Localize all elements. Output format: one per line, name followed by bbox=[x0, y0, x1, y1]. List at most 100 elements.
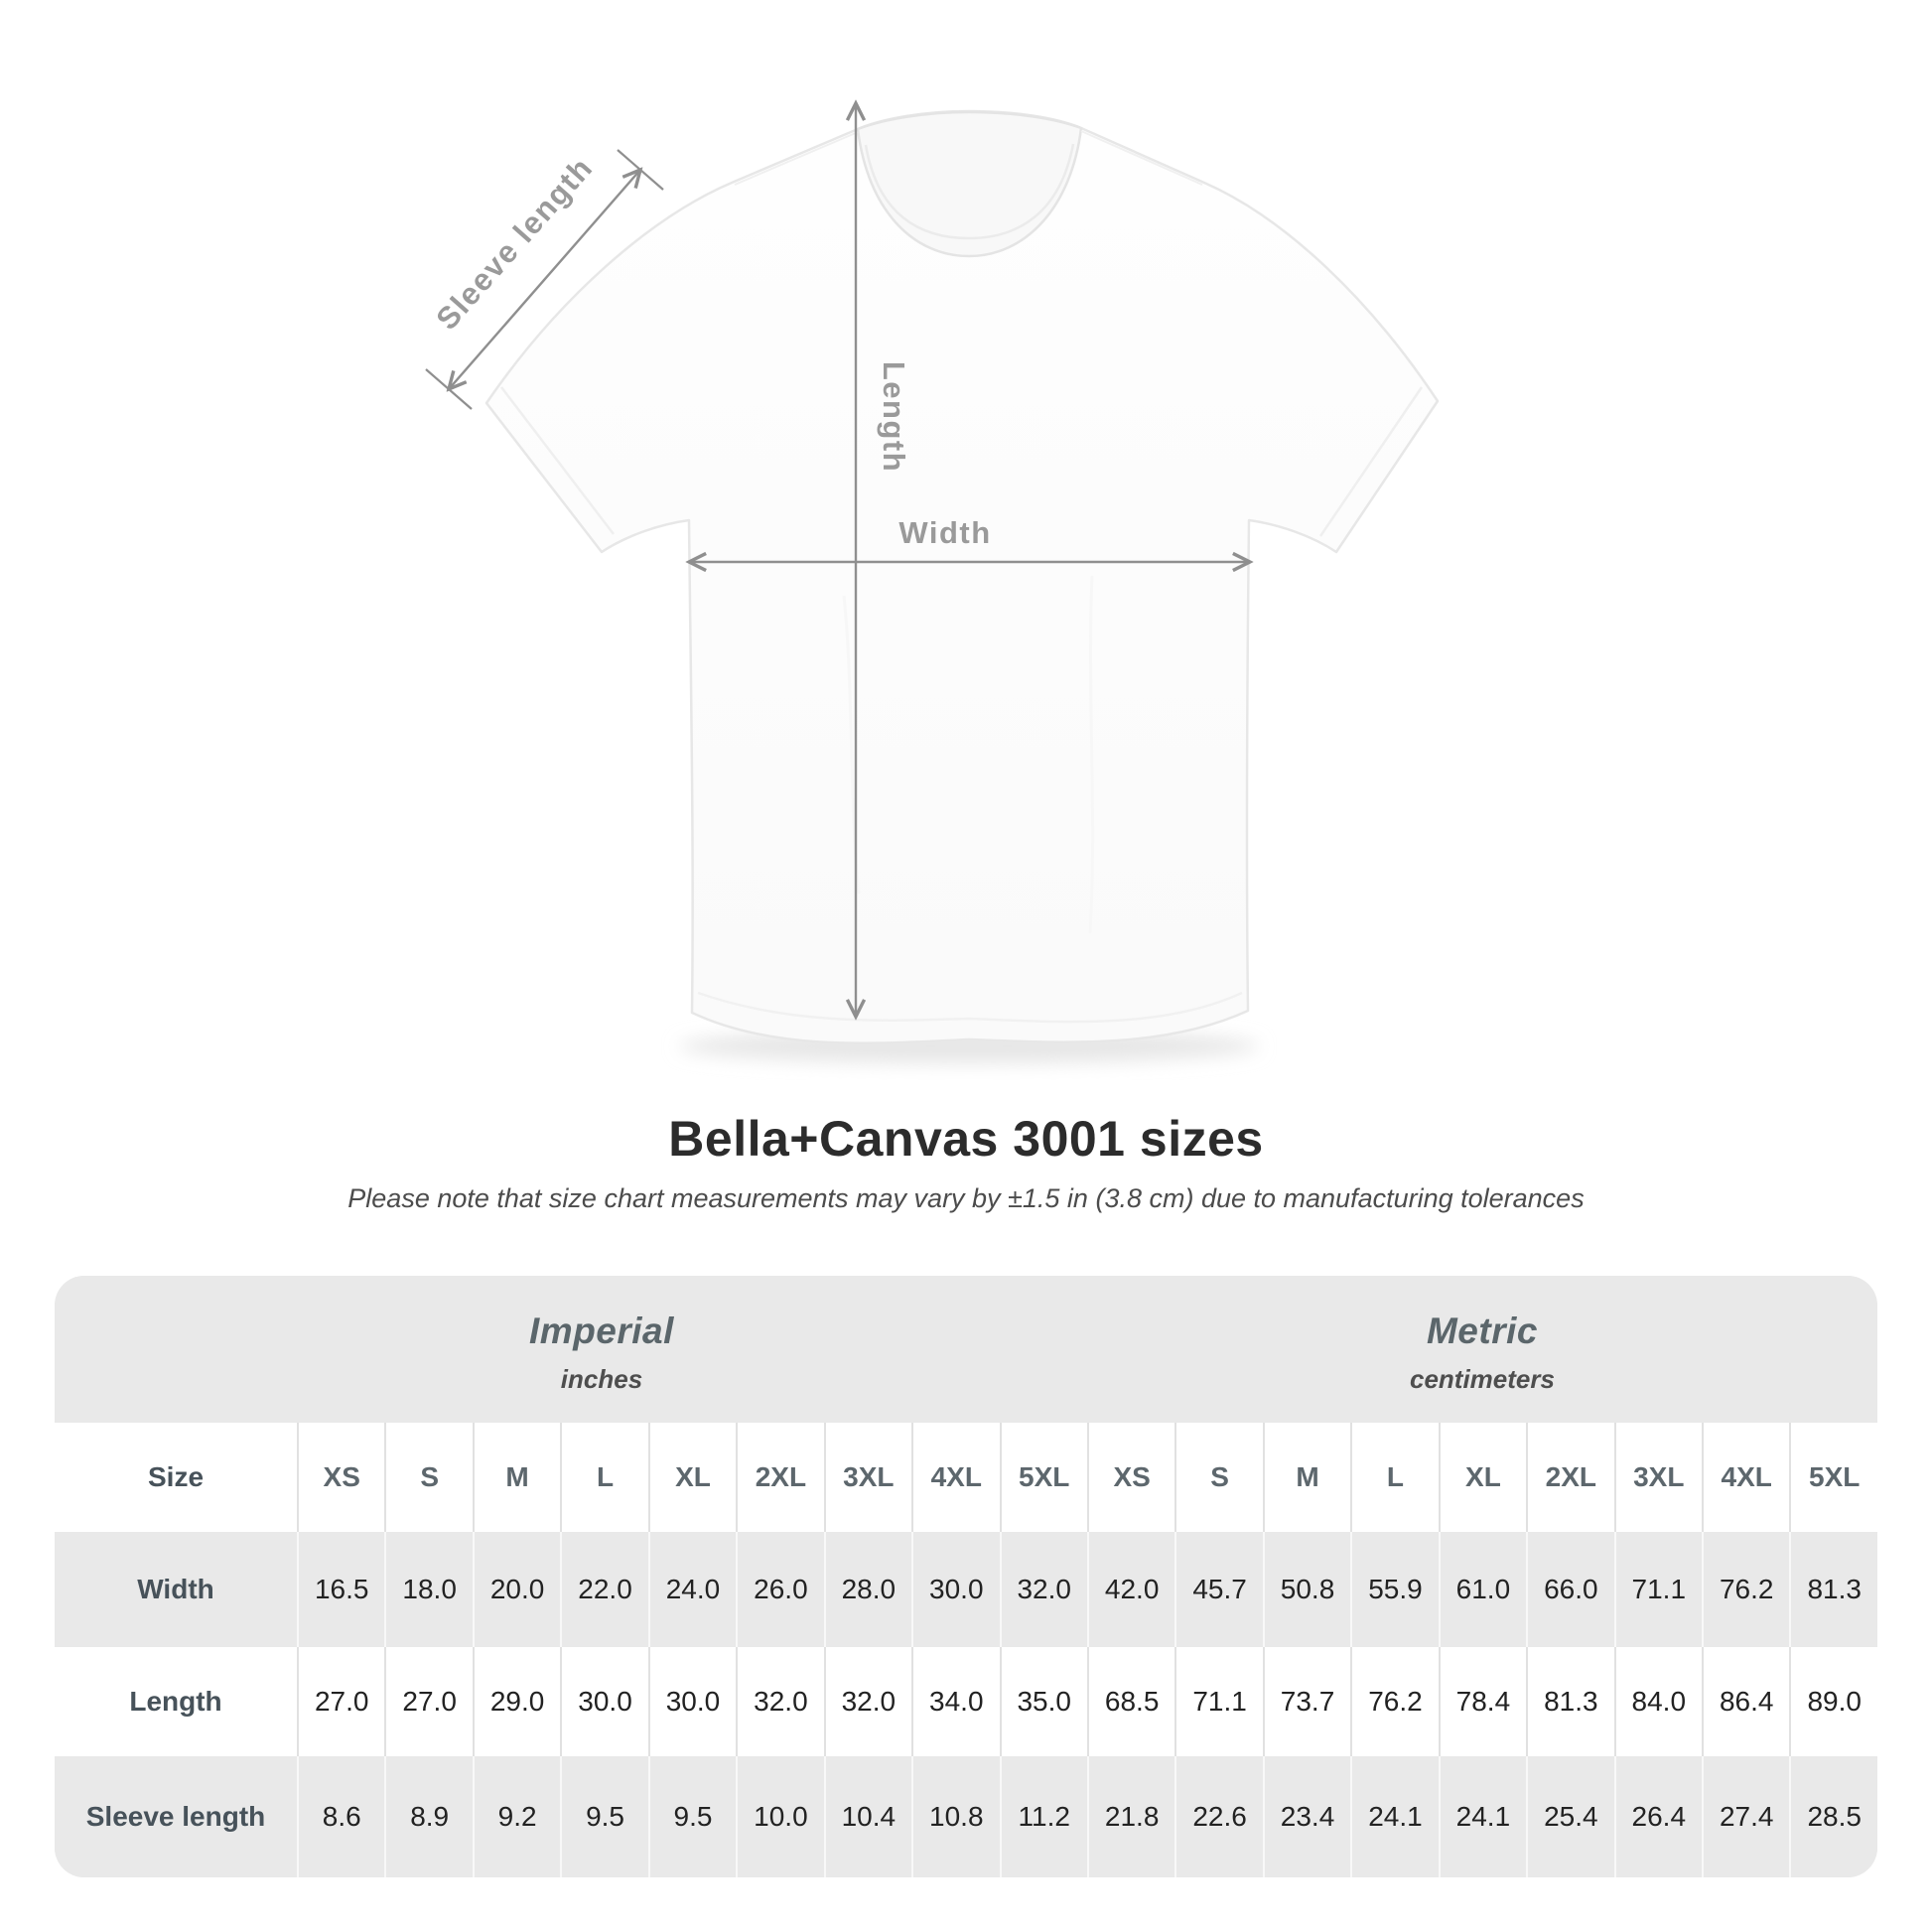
unit-group-metric: Metric centimeters bbox=[1087, 1276, 1877, 1423]
page-title: Bella+Canvas 3001 sizes bbox=[668, 1111, 1264, 1167]
table-cell: 73.7 bbox=[1262, 1647, 1350, 1756]
size-column-header: 4XL bbox=[1702, 1423, 1789, 1532]
table-cell: 26.0 bbox=[736, 1532, 823, 1647]
table-cell: 9.2 bbox=[472, 1756, 560, 1877]
table-cell: 22.0 bbox=[560, 1532, 647, 1647]
unit-group-imperial: Imperial inches bbox=[55, 1276, 1087, 1423]
table-cell: 42.0 bbox=[1086, 1532, 1174, 1647]
page-subtitle: Please note that size chart measurements… bbox=[347, 1183, 1585, 1213]
cuff-fold-right bbox=[1318, 386, 1424, 537]
size-column-header: 2XL bbox=[1526, 1423, 1613, 1532]
table-cell: 71.1 bbox=[1613, 1532, 1702, 1647]
table-cell: 24.1 bbox=[1438, 1756, 1526, 1877]
table-cell: 55.9 bbox=[1350, 1532, 1438, 1647]
table-cell: 34.0 bbox=[911, 1647, 999, 1756]
unit-group-row: Imperial inches Metric centimeters bbox=[55, 1276, 1877, 1423]
size-column-header: L bbox=[1350, 1423, 1438, 1532]
size-header-row: Size XS S M L XL 2XL 3XL 4XL 5XL XS S M L XL 2XL 3XL 4XL… bbox=[55, 1423, 1877, 1532]
table-cell: 32.0 bbox=[736, 1647, 823, 1756]
width-label: Width bbox=[898, 515, 991, 550]
imperial-unit: inches bbox=[560, 1363, 643, 1394]
table-cell: 8.6 bbox=[297, 1756, 384, 1877]
size-column-header: 5XL bbox=[999, 1423, 1087, 1532]
table-cell: 61.0 bbox=[1438, 1532, 1526, 1647]
size-column-header: S bbox=[1174, 1423, 1262, 1532]
size-chart-table: Imperial inches Metric centimeters Size bbox=[55, 1276, 1877, 1877]
table-cell: 22.6 bbox=[1174, 1756, 1262, 1877]
table-cell: 24.1 bbox=[1350, 1756, 1438, 1877]
table-cell: 10.0 bbox=[736, 1756, 823, 1877]
table-cell: 27.0 bbox=[384, 1647, 472, 1756]
size-chart-panel: Imperial inches Metric centimeters Size bbox=[55, 1276, 1877, 1877]
table-cell: 78.4 bbox=[1438, 1647, 1526, 1756]
row-label: Sleeve length bbox=[85, 1801, 266, 1832]
table-cell: 66.0 bbox=[1526, 1532, 1613, 1647]
table-cell: 29.0 bbox=[472, 1647, 560, 1756]
table-cell: 89.0 bbox=[1789, 1647, 1877, 1756]
table-cell: 81.3 bbox=[1789, 1532, 1877, 1647]
table-cell: 23.4 bbox=[1262, 1756, 1350, 1877]
measurement-rows: Width 16.5 18.0 20.0 22.0 24.0 26.0 28.0 30.0 32.… bbox=[55, 1532, 1877, 1877]
size-column-header: 5XL bbox=[1789, 1423, 1877, 1532]
size-header-label: Size bbox=[147, 1461, 205, 1492]
tshirt-diagram: Sleeve length Length Width bbox=[425, 0, 1440, 1063]
table-cell: 11.2 bbox=[999, 1756, 1087, 1877]
table-cell: 32.0 bbox=[999, 1532, 1087, 1647]
table-cell: 27.0 bbox=[297, 1647, 384, 1756]
table-cell: 50.8 bbox=[1262, 1532, 1350, 1647]
size-column-header: 4XL bbox=[911, 1423, 999, 1532]
shoulder-seam-left bbox=[734, 131, 859, 186]
collar-opening bbox=[856, 110, 1083, 258]
sleeve-length-arrow bbox=[449, 170, 640, 389]
collar-band bbox=[864, 143, 1075, 240]
table-cell: 28.0 bbox=[823, 1532, 911, 1647]
table-cell: 26.4 bbox=[1613, 1756, 1702, 1877]
size-column-header: M bbox=[472, 1423, 560, 1532]
table-cell: 30.0 bbox=[647, 1647, 736, 1756]
table-cell: 30.0 bbox=[560, 1647, 647, 1756]
table-cell: 24.0 bbox=[647, 1532, 736, 1647]
shoulder-seam-right bbox=[1080, 130, 1203, 186]
table-cell: 45.7 bbox=[1174, 1532, 1262, 1647]
table-cell: 10.8 bbox=[911, 1756, 999, 1877]
table-cell: 25.4 bbox=[1526, 1756, 1613, 1877]
table-cell: 86.4 bbox=[1702, 1647, 1789, 1756]
tshirt-graphic bbox=[484, 109, 1440, 1044]
sleeve-length-tick-start bbox=[425, 368, 473, 410]
table-cell: 76.2 bbox=[1702, 1532, 1789, 1647]
table-cell: 18.0 bbox=[384, 1532, 472, 1647]
size-column-header: L bbox=[560, 1423, 647, 1532]
table-cell: 16.5 bbox=[297, 1532, 384, 1647]
table-cell: 71.1 bbox=[1174, 1647, 1262, 1756]
row-label: Width bbox=[137, 1574, 214, 1604]
size-column-header: S bbox=[384, 1423, 472, 1532]
table-cell: 81.3 bbox=[1526, 1647, 1613, 1756]
table-cell: 32.0 bbox=[823, 1647, 911, 1756]
length-label: Length bbox=[877, 361, 911, 473]
table-cell: 35.0 bbox=[999, 1647, 1087, 1756]
table-cell: 68.5 bbox=[1086, 1647, 1174, 1756]
size-column-header: XS bbox=[297, 1423, 384, 1532]
hem-stitch bbox=[697, 991, 1243, 1024]
size-column-header: 3XL bbox=[823, 1423, 911, 1532]
table-cell: 9.5 bbox=[560, 1756, 647, 1877]
tshirt-body bbox=[484, 109, 1440, 1044]
metric-label: Metric bbox=[1426, 1310, 1538, 1351]
row-label: Length bbox=[129, 1686, 222, 1717]
size-column-header: 3XL bbox=[1613, 1423, 1702, 1532]
table-cell: 10.4 bbox=[823, 1756, 911, 1877]
table-cell: 21.8 bbox=[1086, 1756, 1174, 1877]
table-row: Width 16.5 18.0 20.0 22.0 24.0 26.0 28.0 30.0 32.… bbox=[55, 1532, 1877, 1647]
body-wrinkle-right bbox=[1088, 575, 1095, 934]
table-cell: 28.5 bbox=[1789, 1756, 1877, 1877]
table-cell: 27.4 bbox=[1702, 1756, 1789, 1877]
table-cell: 20.0 bbox=[472, 1532, 560, 1647]
table-cell: 8.9 bbox=[384, 1756, 472, 1877]
size-column-header: M bbox=[1262, 1423, 1350, 1532]
sleeve-length-tick-end bbox=[617, 149, 664, 191]
cuff-fold-left bbox=[500, 386, 615, 535]
size-column-header: 2XL bbox=[736, 1423, 823, 1532]
table-row: Length 27.0 27.0 29.0 30.0 30.0 32.0 32.0 34.0 35… bbox=[55, 1647, 1877, 1756]
table-row: Sleeve length 8.6 8.9 9.2 9.5 9.5 10.0 10.4 10.8… bbox=[55, 1756, 1877, 1877]
